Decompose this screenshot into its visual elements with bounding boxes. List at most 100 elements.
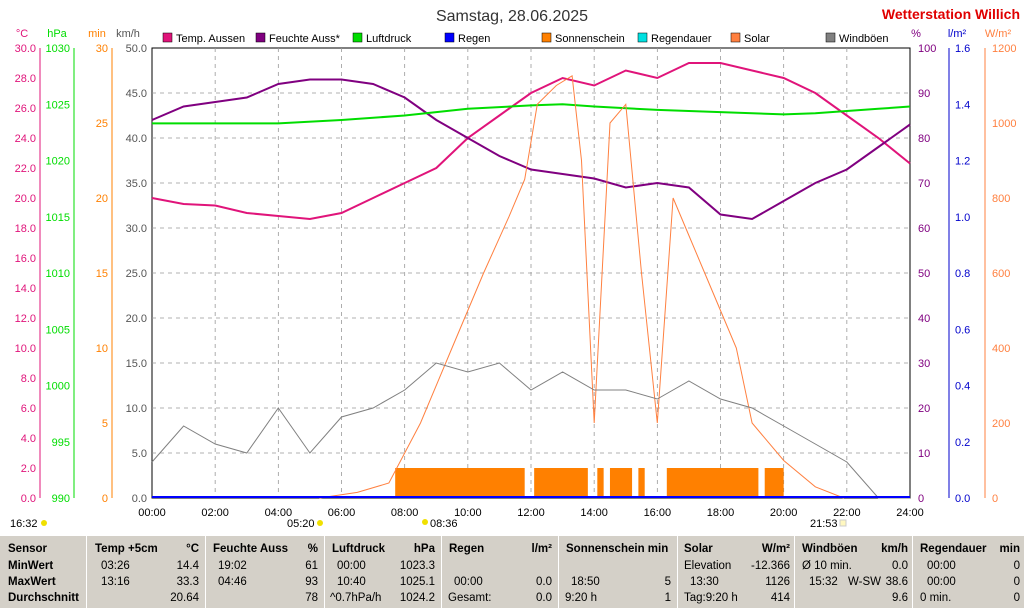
stats-wind-max: 38.6: [885, 576, 908, 588]
stats-temp-min-time: 03:26: [101, 560, 130, 572]
sunshine-bar: [638, 468, 645, 498]
stats-pressure-avg: 1024.2: [399, 592, 435, 604]
temp-tick: 24.0: [15, 133, 36, 145]
temp-tick: 28.0: [15, 73, 36, 85]
stats-rainduration-max-time: 00:00: [927, 576, 956, 588]
stats-col-wind: Windböen km/h Ø 10 min. 0.0 15:32 W-SW 3…: [795, 536, 912, 608]
pressure-tick: 1025: [46, 99, 70, 111]
humidity-tick: 70: [918, 178, 930, 190]
stats-solar-max: 1126: [765, 576, 790, 588]
time-tick: 24:00: [896, 507, 924, 519]
series-line-pressure: [152, 103, 911, 125]
stats-pressure-trend: ^0.7hPa/h: [330, 592, 382, 604]
legend-label: Regendauer: [651, 33, 712, 45]
sunshine-bar: [534, 468, 588, 498]
stats-pressure-max-time: 10:40: [337, 576, 366, 588]
temp-tick: 6.0: [21, 403, 36, 415]
stats-sunshine-max: 5: [664, 576, 671, 588]
stats-humidity-max: 93: [305, 576, 318, 588]
stats-min-label: MinWert: [8, 560, 54, 572]
time-tick: 10:00: [454, 507, 482, 519]
solar-tick: 600: [992, 268, 1010, 280]
stats-col-rainduration: Regendauer min 00:00 0 00:00 0 0 min. 0: [913, 536, 1024, 608]
sunshine-bars: [395, 468, 784, 498]
stats-solar-label: Solar: [684, 543, 713, 555]
temp-tick: 4.0: [21, 433, 36, 445]
time-tick: 04:00: [265, 507, 293, 519]
sunset-icon: [839, 519, 847, 527]
stats-solar-max-time: 13:30: [690, 576, 719, 588]
stats-temp-avg: 20.64: [170, 592, 199, 604]
legend-swatch: [444, 32, 455, 43]
minutes-tick: 5: [102, 418, 108, 430]
humidity-tick: 100: [918, 43, 936, 55]
sunshine-bar: [597, 468, 604, 498]
minutes-tick: 10: [96, 343, 108, 355]
pressure-tick: 1000: [46, 381, 70, 393]
stats-wind-max-time: 15:32: [809, 576, 838, 588]
stats-humidity-label: Feuchte Auss: [213, 543, 288, 555]
wind-tick: 20.0: [126, 313, 147, 325]
wind-tick: 10.0: [126, 403, 147, 415]
stats-sensor-header: Sensor: [8, 543, 47, 555]
stats-solar-elev-label: Elevation: [684, 560, 732, 572]
pressure-tick: 1030: [46, 43, 70, 55]
temp-tick: 0.0: [21, 493, 36, 505]
legend-label: Luftdruck: [366, 33, 412, 45]
humidity-tick: 80: [918, 133, 930, 145]
humidity-unit: %: [911, 28, 921, 40]
daylength-label: 16:32: [10, 518, 38, 530]
stats-solar-day-label: Tag:9:20 h: [684, 592, 738, 604]
legend-swatch: [637, 32, 648, 43]
pressure-tick: 995: [52, 437, 70, 449]
temp-tick: 2.0: [21, 463, 36, 475]
solar-tick: 400: [992, 343, 1010, 355]
legend-swatch: [162, 32, 173, 43]
stats-sunshine-label: Sonnenschein min: [566, 543, 669, 555]
minutes-tick: 0: [102, 493, 108, 505]
stats-rain-max: 0.0: [536, 576, 552, 588]
stats-rainduration-min: 0: [1013, 560, 1020, 572]
stats-rain-label: Regen: [449, 543, 485, 555]
time-tick: 08:00: [391, 507, 419, 519]
series-line-temp: [151, 62, 911, 221]
stats-col-rain: Regen l/m² 00:00 0.0 Gesamt: 0.0: [442, 536, 558, 608]
sunset-label: 21:53: [810, 518, 838, 530]
rain-tick: 0.6: [955, 324, 970, 336]
temp-tick: 26.0: [15, 103, 36, 115]
stats-col-temp: Temp +5cm °C 03:26 14.4 13:16 33.3 20.64: [87, 536, 205, 608]
sunshine-bar: [395, 468, 525, 498]
legend-label: Windböen: [839, 33, 889, 45]
minutes-tick: 25: [96, 118, 108, 130]
stats-max-label: MaxWert: [8, 576, 56, 588]
temp-tick: 8.0: [21, 373, 36, 385]
humidity-tick: 60: [918, 223, 930, 235]
stats-wind-avg10-label: Ø 10 min.: [802, 560, 852, 572]
stats-rainduration-min-time: 00:00: [927, 560, 956, 572]
minutes-tick: 15: [96, 268, 108, 280]
humidity-tick: 90: [918, 88, 930, 100]
wind-unit: km/h: [116, 28, 140, 40]
humidity-tick: 20: [918, 403, 930, 415]
wind-tick: 35.0: [126, 178, 147, 190]
minutes-tick: 30: [96, 43, 108, 55]
minutes-tick: 20: [96, 193, 108, 205]
stats-col-sunshine: Sonnenschein min 18:50 5 9:20 h 1: [559, 536, 677, 608]
solar-noon-label: 08:36: [430, 518, 458, 530]
sun-icon: [41, 520, 47, 526]
rain-tick: 0.8: [955, 268, 970, 280]
stats-humidity-unit: %: [307, 543, 318, 555]
legend-label: Regen: [458, 33, 490, 45]
rain-tick: 1.0: [955, 212, 970, 224]
temp-tick: 20.0: [15, 193, 36, 205]
stats-wind-unit: km/h: [881, 543, 908, 555]
stats-rain-max-time: 00:00: [454, 576, 483, 588]
solar-tick: 800: [992, 193, 1010, 205]
stats-rainduration-unit: min: [999, 543, 1020, 555]
legend-label: Feuchte Auss*: [269, 33, 341, 45]
stats-rain-total-label: Gesamt:: [448, 592, 492, 604]
stats-pressure-label: Luftdruck: [332, 543, 386, 555]
stats-temp-label: Temp +5cm: [95, 543, 158, 555]
stats-sunshine-max-time: 18:50: [571, 576, 600, 588]
stats-pressure-min: 1023.3: [399, 560, 435, 572]
